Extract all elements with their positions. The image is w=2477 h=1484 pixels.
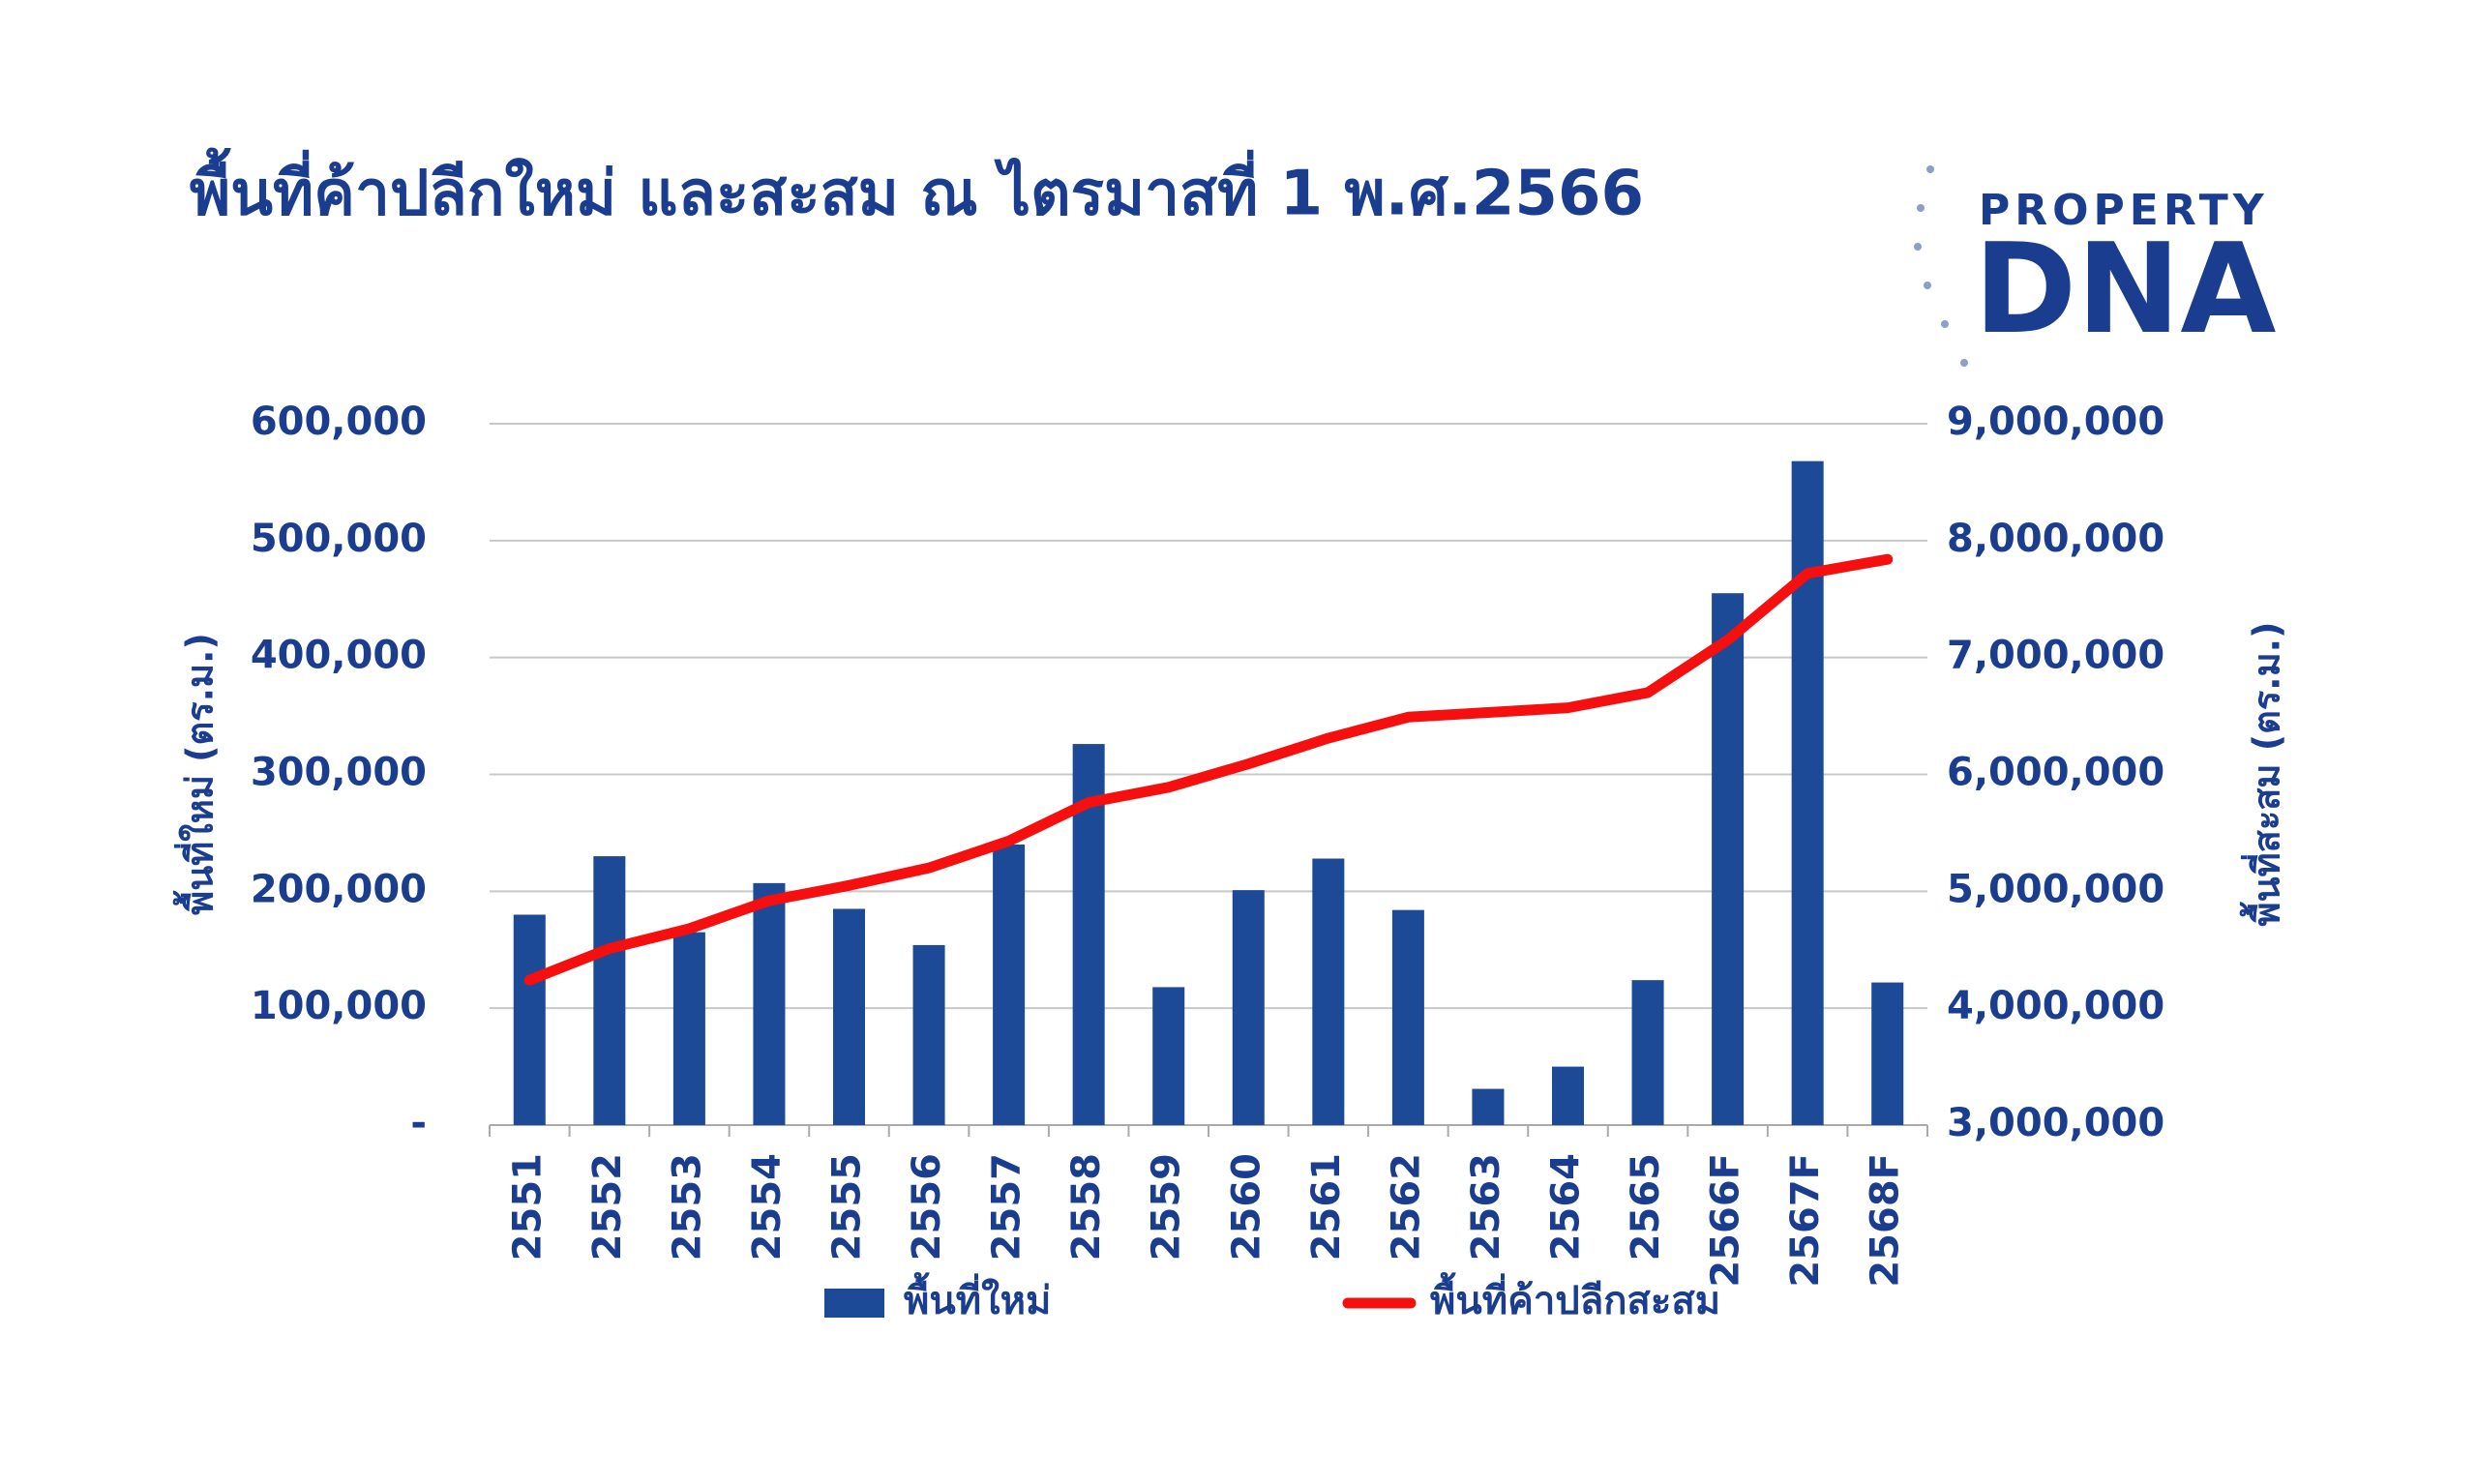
legend-swatch (824, 1289, 884, 1318)
bar (593, 856, 626, 1125)
x-tick-label: 2556 (905, 1153, 949, 1261)
bar (1232, 890, 1265, 1125)
x-tick-label: 2557 (985, 1153, 1030, 1261)
y2-tick-label: 8,000,000 (1947, 517, 2164, 561)
x-tick-label: 2566F (1704, 1153, 1748, 1288)
y2-tick-label: 4,000,000 (1947, 984, 2164, 1028)
bar (513, 914, 546, 1125)
legend-label: พื้นที่ค้าปลีกสะสม (1430, 1272, 1720, 1323)
logo-text: PROPERTY (1979, 186, 2269, 235)
x-tick-label: 2555 (825, 1153, 870, 1261)
y-axis-title: พื้นที่ใหม่ (ตร.ม.) (173, 633, 222, 915)
x-tick-label: 2565 (1624, 1153, 1668, 1261)
y-tick-label: 500,000 (251, 517, 427, 561)
x-tick-label: 2552 (585, 1153, 630, 1261)
bar (832, 908, 866, 1125)
x-tick-label: 2561 (1304, 1153, 1349, 1261)
x-tick-label: 2551 (505, 1153, 550, 1261)
logo-dot (1941, 320, 1949, 328)
x-tick-label: 2554 (745, 1153, 790, 1261)
y-tick-label: - (410, 1101, 427, 1145)
x-tick-label: 2567F (1783, 1153, 1828, 1288)
logo-dot (1914, 243, 1922, 251)
x-tick-label: 2560 (1224, 1153, 1268, 1261)
logo-dot (1917, 204, 1925, 212)
logo-dot (1924, 282, 1931, 289)
y-tick-label: 400,000 (251, 634, 427, 678)
y2-tick-label: 9,000,000 (1947, 400, 2164, 444)
bar (753, 882, 786, 1125)
chart-title: พื้นที่ค้าปลีกใหม่ และสะสม ณ ไตรมาสที่ 1… (190, 148, 1644, 230)
bar (1312, 858, 1345, 1125)
y-tick-label: 100,000 (251, 984, 427, 1028)
bar (1391, 909, 1424, 1125)
y2-tick-label: 5,000,000 (1947, 867, 2164, 911)
bar (993, 845, 1026, 1125)
logo-dot (1926, 165, 1934, 173)
legend-label: พื้นที่ใหม่ (904, 1272, 1051, 1323)
logo-text: DNA (1974, 218, 2276, 362)
bar (1791, 460, 1824, 1126)
y2-tick-label: 3,000,000 (1947, 1101, 2164, 1145)
x-tick-label: 2558 (1064, 1153, 1109, 1261)
y-tick-label: 600,000 (251, 400, 427, 444)
bar (1152, 987, 1185, 1125)
y2-axis-title: พื้นที่สะสม (ตร.ม.) (2240, 622, 2288, 927)
x-tick-label: 2559 (1145, 1153, 1189, 1261)
y2-tick-label: 7,000,000 (1947, 634, 2164, 678)
bar (1712, 593, 1745, 1125)
bar (1551, 1066, 1585, 1125)
y-tick-label: 300,000 (251, 751, 427, 795)
bar (1472, 1088, 1505, 1125)
x-tick-label: 2553 (665, 1153, 709, 1261)
line (523, 553, 1894, 986)
logo: PROPERTY DNA (1914, 165, 2276, 367)
x-tick-label: 2563 (1464, 1153, 1508, 1261)
bar (912, 944, 945, 1125)
x-tick-label: 2568F (1864, 1153, 1908, 1288)
logo-dot (1960, 359, 1968, 367)
x-tick-label: 2564 (1544, 1153, 1589, 1261)
x-tick-label: 2562 (1384, 1153, 1428, 1261)
y2-tick-label: 6,000,000 (1947, 751, 2164, 795)
bar (672, 932, 705, 1125)
bar (1631, 980, 1664, 1125)
y-tick-label: 200,000 (251, 867, 427, 911)
bar (1871, 982, 1904, 1125)
